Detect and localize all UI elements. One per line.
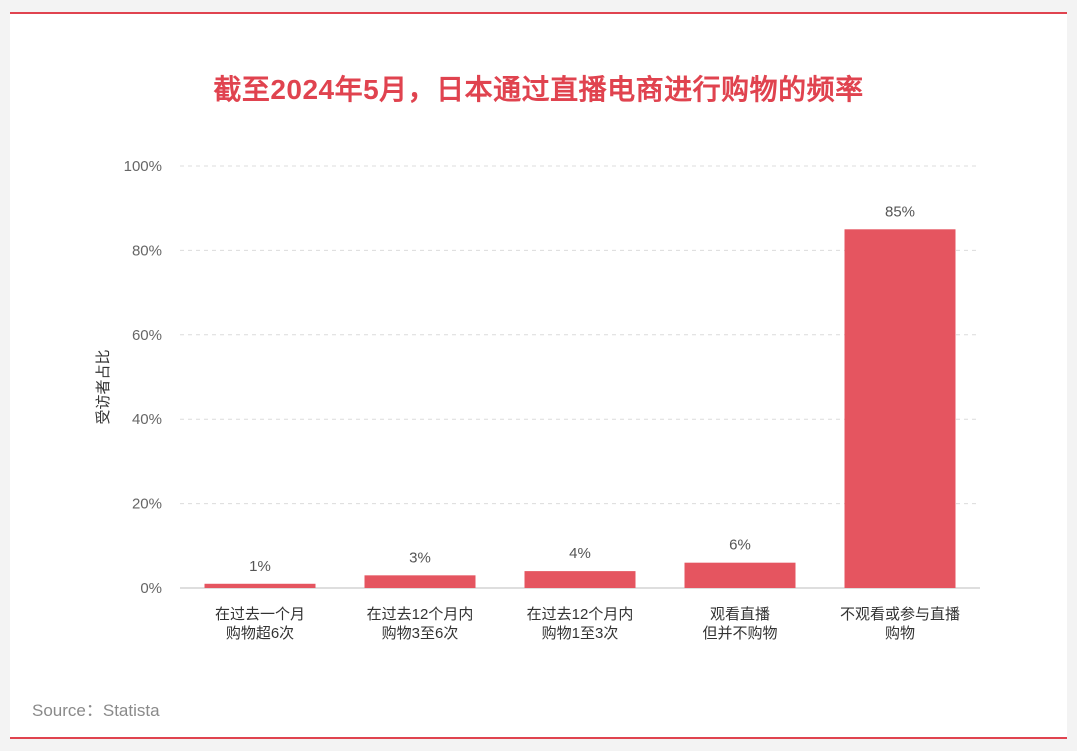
bar: [684, 562, 796, 588]
y-tick-label: 0%: [140, 580, 162, 597]
x-tick-label: 在过去一个月购物超6次: [215, 606, 305, 642]
y-axis-title: 受访者占比: [95, 349, 112, 424]
bar: [204, 583, 316, 588]
x-tick-label: 在过去12个月内购物1至3次: [527, 606, 634, 642]
bar: [524, 571, 636, 588]
bar: [844, 229, 956, 589]
bar: [364, 575, 476, 588]
chart-card: 截至2024年5月，日本通过直播电商进行购物的频率 0% 20% 40% 60% 80%…: [10, 12, 1067, 739]
source-note: Source：Statista: [32, 701, 160, 720]
y-tick-label: 80%: [132, 242, 162, 259]
x-tick-label-line: 购物超6次: [226, 625, 294, 642]
bar-chart: 0% 20% 40% 60% 80% 100% 受访者占比 1% 在过去一个月购物超6次 3% 在过…: [95, 158, 980, 642]
y-tick-label: 40%: [132, 411, 162, 428]
y-tick-label: 60%: [132, 327, 162, 344]
x-tick-label-line: 在过去12个月内: [367, 606, 474, 623]
x-tick-label: 不观看或参与直播购物: [840, 606, 960, 642]
x-tick-label: 观看直播但并不购物: [702, 606, 777, 642]
y-tick-label: 100%: [124, 158, 162, 175]
y-tick-label: 20%: [132, 496, 162, 513]
x-tick-label-line: 在过去12个月内: [527, 606, 634, 623]
x-tick-label-line: 观看直播: [710, 606, 770, 623]
bar-value-label: 3%: [409, 549, 431, 566]
bar-value-label: 1%: [249, 558, 271, 575]
bar-value-label: 4%: [569, 545, 591, 562]
x-tick-label-line: 在过去一个月: [215, 606, 305, 623]
x-tick-label-line: 购物1至3次: [542, 625, 619, 642]
bar-value-label: 6%: [729, 537, 751, 554]
x-tick-label-line: 购物: [885, 625, 915, 642]
chart-title: 截至2024年5月，日本通过直播电商进行购物的频率: [213, 74, 864, 105]
x-tick-label: 在过去12个月内购物3至6次: [367, 606, 474, 642]
x-tick-label-line: 不观看或参与直播: [840, 606, 960, 623]
x-tick-label-line: 购物3至6次: [382, 625, 459, 642]
bar-value-label: 85%: [885, 203, 915, 220]
x-tick-label-line: 但并不购物: [702, 625, 777, 642]
